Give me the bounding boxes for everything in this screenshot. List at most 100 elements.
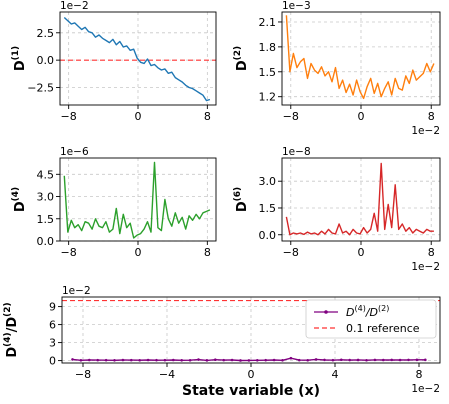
data-point <box>96 358 99 362</box>
x-offset-label: 1e−2 <box>411 125 440 137</box>
y-tick-label: 0.0 <box>259 229 277 242</box>
x-offset-label: 1e−2 <box>411 383 440 395</box>
y-tick-label: −2.5 <box>27 81 54 94</box>
data-point <box>155 358 158 362</box>
y-offset-label: 1e−6 <box>60 146 89 158</box>
data-point <box>373 358 377 362</box>
data-point <box>197 358 200 361</box>
y-tick-label: 1.5 <box>259 66 277 79</box>
x-tick-label: −8 <box>283 246 299 259</box>
data-point <box>247 359 251 362</box>
data-point <box>424 358 427 362</box>
data-point <box>314 358 318 361</box>
y-offset-label: 1e−2 <box>60 0 89 12</box>
data-point <box>407 358 410 362</box>
x-tick-label: 0 <box>358 110 365 123</box>
data-point <box>264 358 268 362</box>
y-tick-label: 0.0 <box>37 54 55 67</box>
data-point <box>289 356 293 360</box>
data-point <box>306 358 310 362</box>
y-axis-label: D(4)/D(2) <box>3 302 20 357</box>
x-tick-label: 4 <box>332 368 339 381</box>
y-offset-label: 1e−8 <box>282 146 311 158</box>
data-point <box>382 358 385 362</box>
data-point <box>113 359 116 362</box>
data-point <box>188 358 192 362</box>
data-point <box>230 358 234 362</box>
legend: D(4)/D(2) 0.1 reference <box>305 299 437 339</box>
y-tick-label: 2.1 <box>259 16 277 29</box>
data-point <box>146 358 150 362</box>
x-tick-label: 8 <box>204 110 211 123</box>
data-point <box>121 358 125 362</box>
panel-d6: −8 0 8 3.0 1.5 0.0 1e−8 1e−2 D(6) <box>233 146 441 273</box>
data-point <box>239 359 242 362</box>
x-tick-label: −4 <box>159 368 175 381</box>
y-tick-label: 1.8 <box>259 41 277 54</box>
y-axis-label: D(1) <box>11 46 28 71</box>
data-point <box>390 358 394 362</box>
x-tick-label: −8 <box>75 368 91 381</box>
data-point <box>130 358 133 362</box>
y-tick-label: 3.0 <box>37 191 55 204</box>
data-point <box>104 358 108 362</box>
data-point <box>79 359 83 362</box>
data-point <box>348 358 352 362</box>
x-tick-label: −8 <box>283 110 299 123</box>
data-point <box>255 359 259 362</box>
data-point <box>323 358 326 362</box>
y-tick-label: 3.0 <box>259 175 277 188</box>
series-line-d2 <box>285 15 435 100</box>
legend-marker <box>324 310 328 314</box>
x-tick-label: 8 <box>416 368 423 381</box>
y-tick-label: 0.0 <box>37 235 55 248</box>
data-point <box>205 359 209 362</box>
data-point <box>163 358 167 362</box>
legend-label: 0.1 reference <box>346 322 420 335</box>
x-tick-label: 8 <box>428 246 435 259</box>
panel-d1: −8 0 8 2.5 0.0 −2.5 1e−2 D(1) <box>11 0 217 123</box>
data-point <box>415 358 419 362</box>
data-point <box>331 358 335 362</box>
x-tick-label: 0 <box>248 368 255 381</box>
data-point <box>180 359 183 362</box>
x-tick-label: −8 <box>61 110 77 123</box>
panel-d4: −8 0 8 4.5 3.0 1.5 0.0 1e−6 D(4) <box>11 146 217 259</box>
y-offset-label: 1e−2 <box>62 285 91 297</box>
data-point <box>365 358 368 362</box>
x-tick-label: 8 <box>428 110 435 123</box>
y-axis-label: D(2) <box>233 46 250 71</box>
series-line-d1 <box>63 16 211 102</box>
y-tick-label: 1.5 <box>259 202 277 215</box>
y-tick-label: 0 <box>49 355 56 368</box>
x-tick-label: 0 <box>135 246 142 259</box>
data-point <box>272 358 276 362</box>
data-point <box>298 358 301 362</box>
data-point <box>398 358 402 362</box>
y-tick-label: 4.5 <box>37 168 55 181</box>
series-line-d6 <box>285 162 434 236</box>
data-point <box>222 358 225 362</box>
y-tick-label: 6 <box>49 319 56 332</box>
y-tick-label: 3 <box>49 337 56 350</box>
panel-ratio: −8 −4 0 4 8 9 6 3 0 1e−2 1e−2 D(4)/D(2) State variab… <box>3 285 441 399</box>
y-tick-label: 1.2 <box>259 91 277 104</box>
data-point <box>138 358 141 362</box>
data-point <box>356 358 360 362</box>
y-axis-label: D(6) <box>233 187 250 212</box>
y-tick-label: 1.5 <box>37 213 55 226</box>
panel-d2: −8 0 8 2.1 1.8 1.5 1.2 1e−3 1e−2 D(2) <box>233 0 441 137</box>
data-point <box>71 358 74 361</box>
x-tick-label: 0 <box>358 246 365 259</box>
series-line-d4 <box>63 161 211 239</box>
data-point <box>340 358 343 362</box>
y-tick-label: 9 <box>49 301 56 314</box>
legend-label: D(4)/D(2) <box>346 304 389 319</box>
data-point <box>214 358 217 362</box>
y-tick-label: 2.5 <box>37 27 55 40</box>
legend-box <box>305 299 437 339</box>
x-tick-label: −8 <box>61 246 77 259</box>
data-point <box>172 358 175 362</box>
x-tick-label: 8 <box>204 246 211 259</box>
